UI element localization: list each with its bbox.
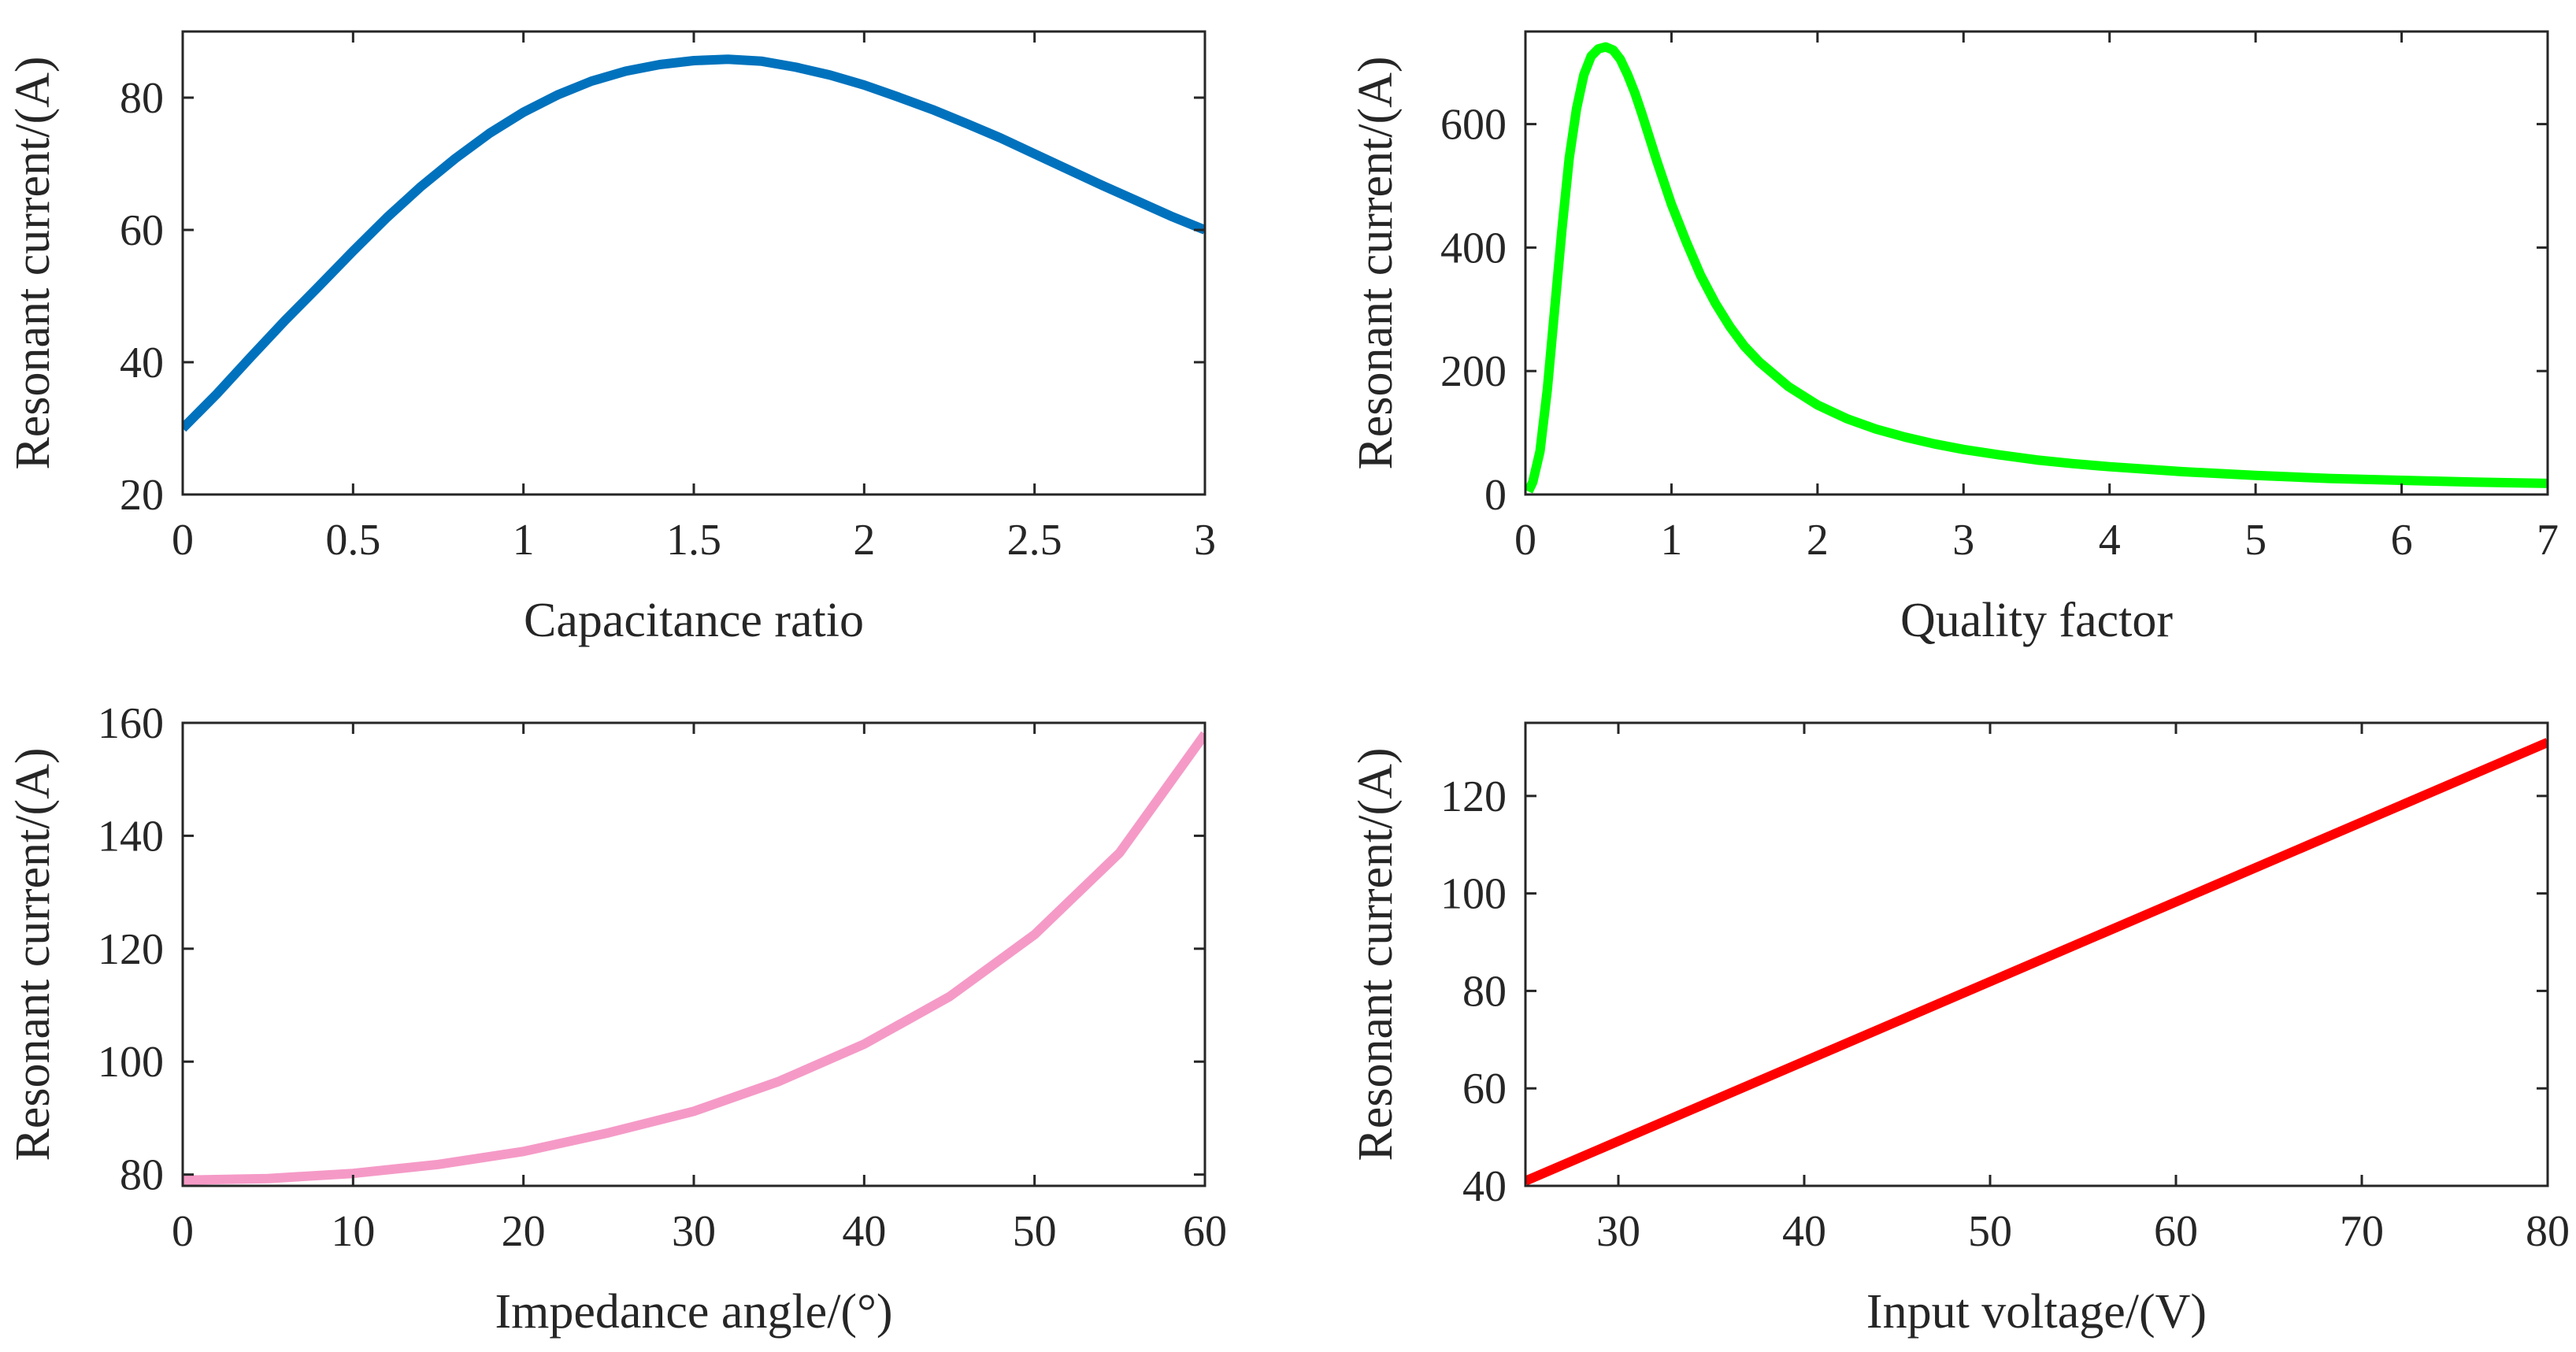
impedance-series-line — [183, 731, 1205, 1185]
quality-x-tick-label: 3 — [1952, 516, 1974, 565]
quality-x-tick-label: 1 — [1660, 516, 1682, 565]
capacitance-y-tick-label: 20 — [120, 471, 164, 520]
impedance-x-tick-label: 10 — [331, 1207, 375, 1256]
impedance-x-tick-label: 40 — [842, 1207, 886, 1256]
quality-x-tick-label: 4 — [2099, 516, 2121, 565]
capacitance-y-tick-label: 80 — [120, 74, 164, 123]
voltage-y-tick-label: 80 — [1462, 967, 1507, 1016]
impedance-y-axis-label: Resonant current/(A) — [6, 747, 60, 1161]
chart-impedance: 0 10 20 30 40 50 60 80 100 120 140 160 Impedance ang… — [6, 699, 1227, 1339]
quality-x-tick-label: 2 — [1807, 516, 1829, 565]
capacitance-x-tick-label: 1.5 — [666, 516, 721, 565]
capacitance-x-tick-label: 0.5 — [325, 516, 380, 565]
quality-axes-frame — [1524, 30, 2549, 496]
capacitance-x-tick-label: 3 — [1194, 516, 1216, 565]
impedance-y-tick-label: 100 — [98, 1038, 164, 1087]
quality-y-tick-label: 0 — [1484, 471, 1507, 520]
capacitance-x-tick-label: 2.5 — [1007, 516, 1062, 565]
capacitance-x-axis-label: Capacitance ratio — [524, 594, 864, 647]
quality-x-tick-label: 5 — [2244, 516, 2267, 565]
quality-series-line — [1525, 42, 2548, 494]
quality-x-axis-label: Quality factor — [1900, 594, 2173, 647]
impedance-y-tick-label: 160 — [98, 699, 164, 748]
capacitance-x-tick-label: 1 — [513, 516, 535, 565]
impedance-x-tick-label: 60 — [1183, 1207, 1227, 1256]
capacitance-y-tick-label: 40 — [120, 339, 164, 387]
impedance-y-tick-label: 120 — [98, 925, 164, 974]
impedance-y-tick-label: 140 — [98, 812, 164, 861]
quality-y-tick-label: 600 — [1440, 101, 1507, 150]
voltage-y-tick-label: 60 — [1462, 1065, 1507, 1113]
voltage-x-tick-label: 50 — [1968, 1207, 2012, 1256]
quality-x-tick-label: 7 — [2537, 516, 2559, 565]
capacitance-y-tick-label: 60 — [120, 206, 164, 255]
impedance-x-tick-label: 50 — [1013, 1207, 1057, 1256]
voltage-axes-frame — [1524, 721, 2549, 1187]
voltage-x-tick-label: 40 — [1782, 1207, 1826, 1256]
impedance-x-tick-label: 0 — [172, 1207, 194, 1256]
voltage-x-tick-label: 80 — [2526, 1207, 2570, 1256]
quality-y-tick-label: 200 — [1440, 347, 1507, 396]
capacitance-x-tick-label: 2 — [853, 516, 875, 565]
chart-voltage: 30 40 50 60 70 80 40 60 80 100 120 Input voltage/(V… — [1349, 721, 2570, 1339]
voltage-y-axis-label: Resonant current/(A) — [1349, 747, 1403, 1161]
voltage-x-tick-label: 70 — [2340, 1207, 2384, 1256]
impedance-y-tick-label: 80 — [120, 1151, 164, 1200]
chart-quality: 0 1 2 3 4 5 6 7 0 200 400 600 Quality factor Resonant… — [1349, 30, 2559, 647]
impedance-x-tick-label: 20 — [502, 1207, 546, 1256]
impedance-axes-frame — [181, 721, 1206, 1187]
voltage-series-line — [1525, 738, 2548, 1186]
capacitance-y-axis-label: Resonant current/(A) — [6, 56, 60, 469]
quality-y-tick-label: 400 — [1440, 224, 1507, 272]
chart-capacitance: 0 0.5 1 1.5 2 2.5 3 20 40 60 80 Capacitance ratio Re… — [6, 30, 1216, 647]
voltage-x-tick-label: 60 — [2154, 1207, 2198, 1256]
impedance-x-axis-label: Impedance angle/(°) — [495, 1285, 892, 1339]
voltage-y-tick-label: 40 — [1462, 1162, 1507, 1211]
impedance-x-tick-label: 30 — [672, 1207, 716, 1256]
quality-x-tick-label: 6 — [2391, 516, 2413, 565]
capacitance-series-line — [183, 54, 1205, 432]
voltage-x-tick-label: 30 — [1596, 1207, 1640, 1256]
voltage-y-tick-label: 100 — [1440, 870, 1507, 919]
quality-x-tick-label: 0 — [1514, 516, 1536, 565]
voltage-y-tick-label: 120 — [1440, 772, 1507, 821]
voltage-x-axis-label: Input voltage/(V) — [1866, 1285, 2207, 1339]
quality-y-axis-label: Resonant current/(A) — [1349, 56, 1403, 469]
capacitance-x-tick-label: 0 — [172, 516, 194, 565]
